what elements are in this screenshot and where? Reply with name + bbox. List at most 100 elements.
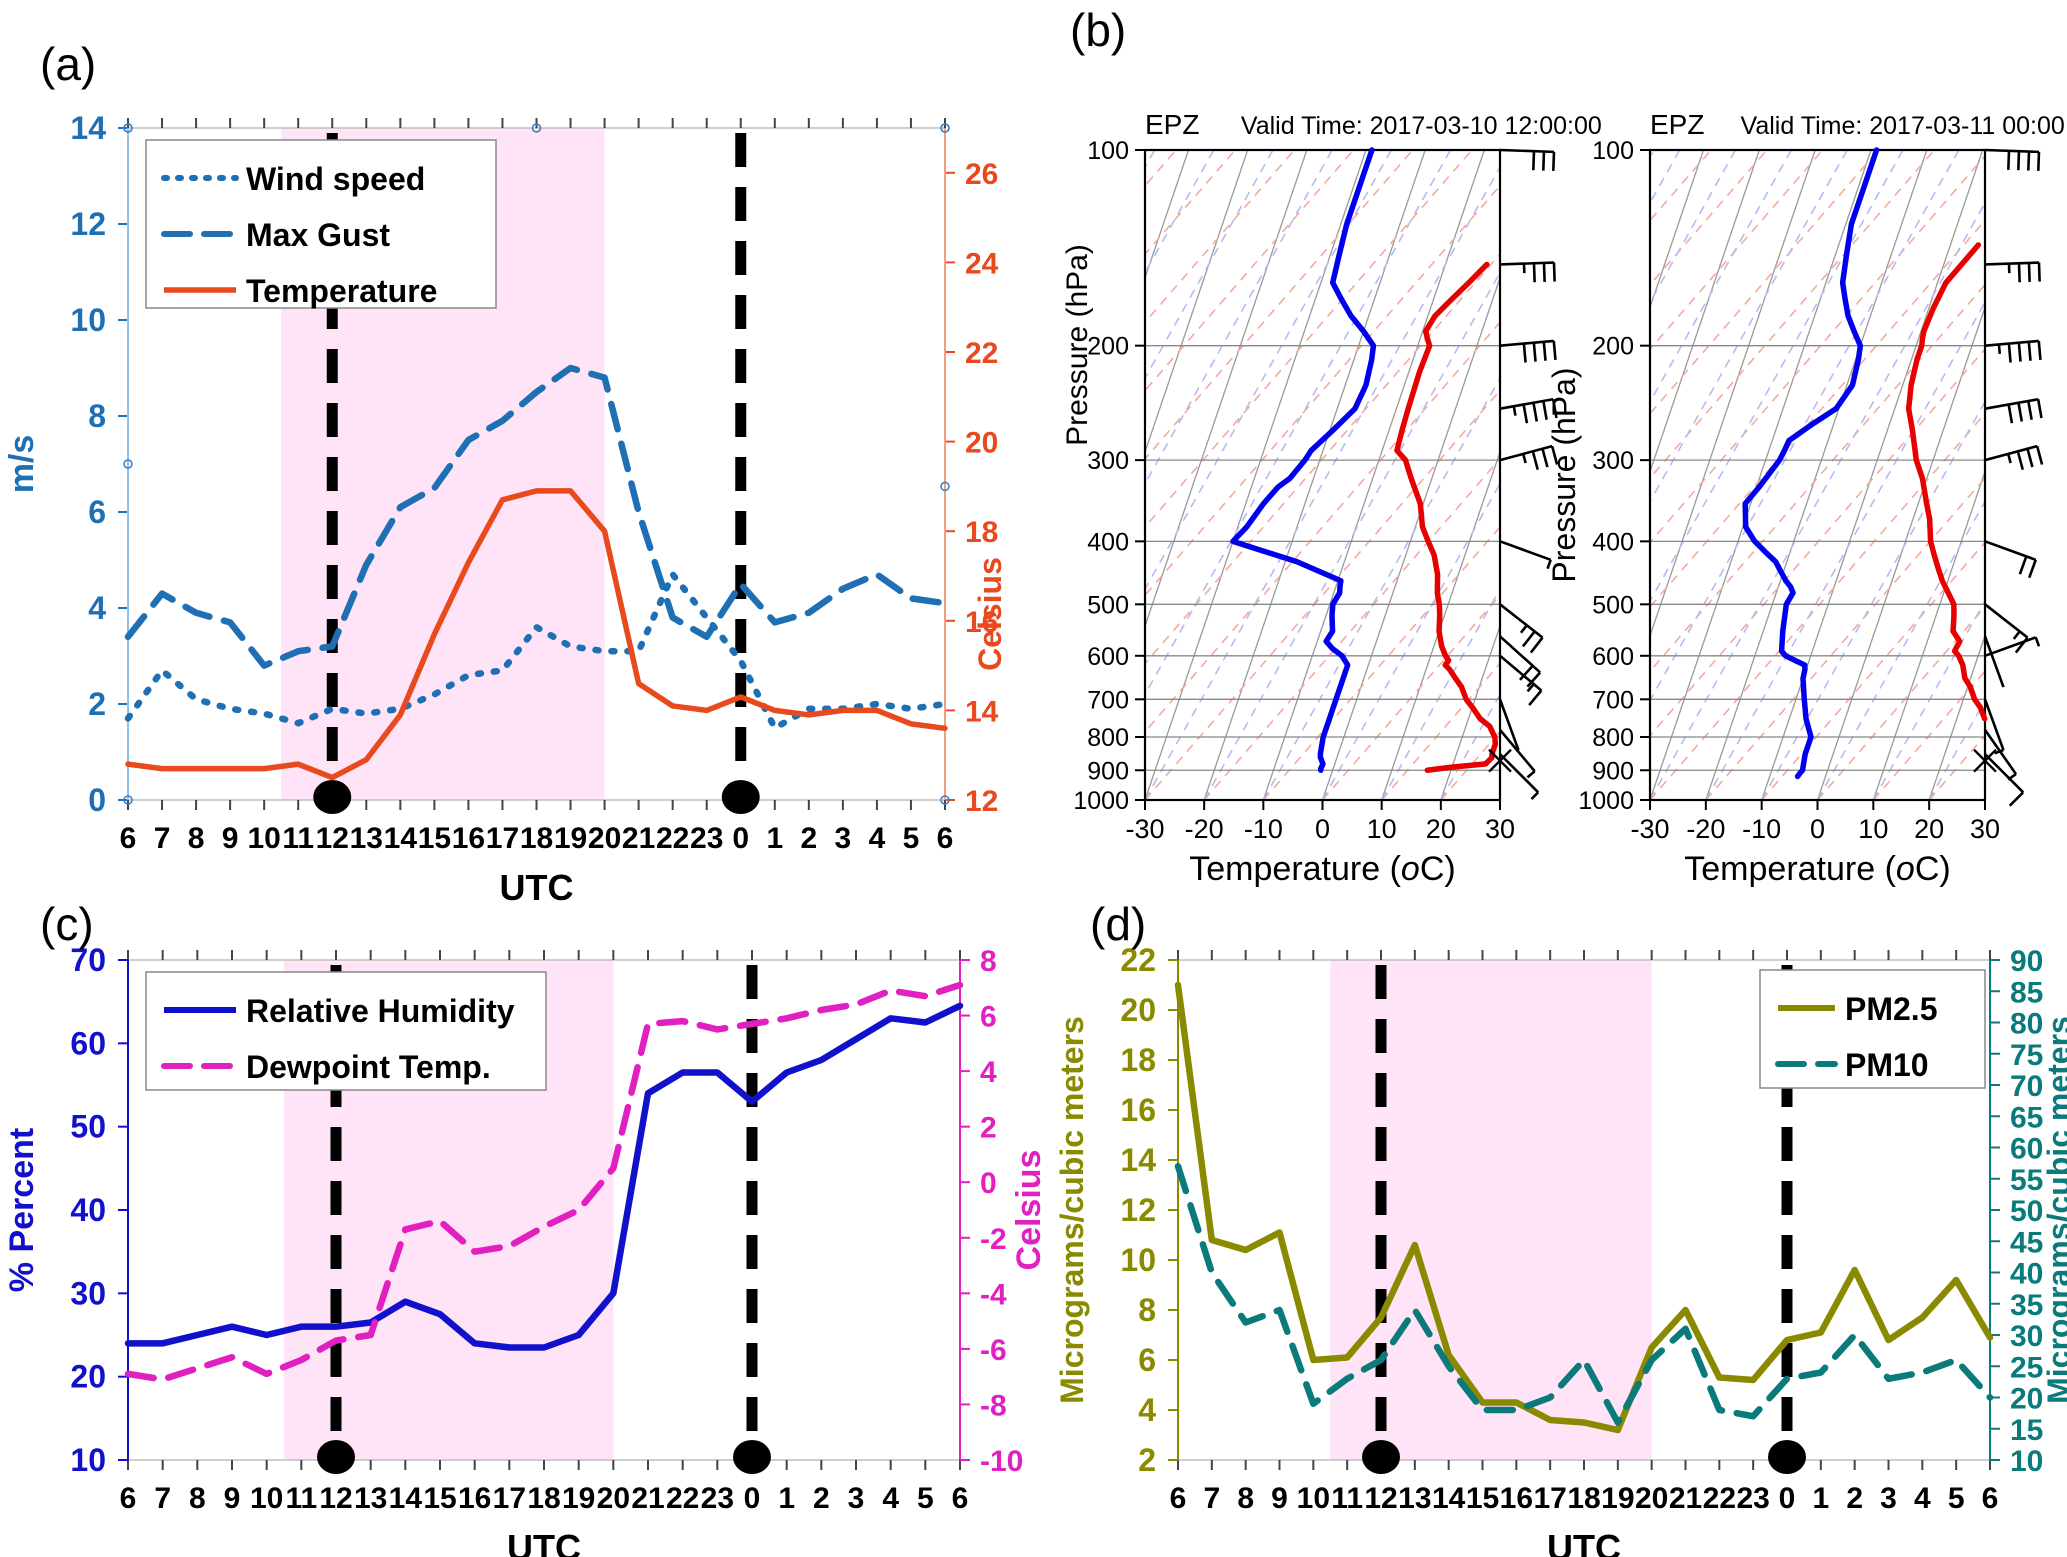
svg-text:300: 300 [1087, 447, 1129, 475]
svg-text:20: 20 [1120, 992, 1156, 1028]
svg-text:20: 20 [597, 1482, 630, 1515]
svg-text:20: 20 [2010, 1383, 2043, 1416]
svg-text:90: 90 [2010, 945, 2043, 978]
svg-text:12: 12 [1120, 1192, 1156, 1228]
svg-text:75: 75 [2010, 1039, 2043, 1072]
svg-text:65: 65 [2010, 1101, 2043, 1134]
svg-text:(b): (b) [1070, 4, 1126, 56]
svg-text:Max Gust: Max Gust [246, 217, 390, 253]
svg-text:-4: -4 [980, 1278, 1007, 1311]
svg-text:23: 23 [690, 822, 723, 855]
svg-text:16: 16 [1120, 1092, 1156, 1128]
svg-text:19: 19 [554, 822, 587, 855]
svg-text:9: 9 [224, 1482, 241, 1515]
svg-text:PM2.5: PM2.5 [1845, 991, 1937, 1027]
svg-text:2: 2 [980, 1112, 997, 1145]
svg-text:10: 10 [1367, 814, 1397, 844]
svg-text:8: 8 [189, 1482, 206, 1515]
svg-text:600: 600 [1087, 643, 1129, 671]
svg-text:Wind speed: Wind speed [246, 161, 425, 197]
svg-text:12: 12 [70, 206, 106, 242]
svg-text:6: 6 [1982, 1482, 1999, 1515]
svg-text:10: 10 [70, 1442, 106, 1478]
svg-text:12: 12 [316, 822, 349, 855]
svg-text:400: 400 [1087, 528, 1129, 556]
svg-text:19: 19 [562, 1482, 595, 1515]
svg-text:16: 16 [452, 822, 485, 855]
svg-text:-6: -6 [980, 1334, 1007, 1367]
svg-text:UTC: UTC [507, 1527, 581, 1557]
svg-text:-8: -8 [980, 1389, 1007, 1422]
svg-text:19: 19 [1601, 1482, 1634, 1515]
svg-text:0: 0 [1810, 814, 1825, 844]
svg-text:0: 0 [744, 1482, 761, 1515]
svg-text:-30: -30 [1630, 814, 1669, 844]
svg-text:18: 18 [520, 822, 553, 855]
svg-text:7: 7 [154, 1482, 171, 1515]
svg-text:2: 2 [1138, 1442, 1156, 1478]
svg-text:3: 3 [848, 1482, 865, 1515]
svg-text:15: 15 [418, 822, 451, 855]
svg-text:30: 30 [70, 1275, 106, 1311]
svg-text:10: 10 [1858, 814, 1888, 844]
svg-text:45: 45 [2010, 1226, 2043, 1259]
svg-text:1000: 1000 [1073, 787, 1129, 815]
svg-text:Relative Humidity: Relative Humidity [246, 993, 515, 1029]
svg-text:700: 700 [1592, 686, 1634, 714]
svg-text:3: 3 [835, 822, 852, 855]
svg-text:6: 6 [980, 1001, 997, 1034]
svg-text:11: 11 [1331, 1482, 1363, 1515]
svg-text:50: 50 [70, 1109, 106, 1145]
svg-text:4: 4 [88, 590, 106, 626]
svg-text:22: 22 [666, 1482, 699, 1515]
svg-text:Valid Time: 2017-03-10 12:00:0: Valid Time: 2017-03-10 12:00:00 [1241, 112, 1602, 140]
svg-text:18: 18 [1567, 1482, 1600, 1515]
svg-text:Pressure (hPa): Pressure (hPa) [1546, 367, 1582, 582]
svg-text:40: 40 [2010, 1258, 2043, 1291]
svg-text:8: 8 [1138, 1292, 1156, 1328]
svg-text:18: 18 [1120, 1042, 1156, 1078]
svg-text:30: 30 [2010, 1320, 2043, 1353]
svg-text:8: 8 [1237, 1482, 1254, 1515]
svg-text:20: 20 [1914, 814, 1944, 844]
svg-text:22: 22 [656, 822, 689, 855]
svg-text:-20: -20 [1185, 814, 1224, 844]
svg-text:20: 20 [588, 822, 621, 855]
svg-text:8: 8 [88, 398, 106, 434]
svg-text:18: 18 [965, 516, 998, 549]
svg-text:Temperature (oC): Temperature (oC) [1189, 850, 1455, 888]
svg-text:-20: -20 [1686, 814, 1725, 844]
svg-text:35: 35 [2010, 1289, 2043, 1322]
svg-text:12: 12 [319, 1482, 352, 1515]
svg-text:2: 2 [88, 686, 106, 722]
svg-text:900: 900 [1087, 757, 1129, 785]
svg-text:30: 30 [1970, 814, 2000, 844]
svg-text:Temperature (oC): Temperature (oC) [1684, 850, 1950, 888]
svg-text:10: 10 [1120, 1242, 1156, 1278]
svg-text:Micrograms/cubic meters: Micrograms/cubic meters [2041, 1016, 2067, 1404]
svg-text:(d): (d) [1090, 898, 1146, 950]
svg-text:22: 22 [1703, 1482, 1736, 1515]
svg-text:5: 5 [903, 822, 920, 855]
svg-text:20: 20 [70, 1359, 106, 1395]
svg-text:13: 13 [350, 822, 383, 855]
svg-text:200: 200 [1592, 333, 1634, 361]
svg-text:% Percent: % Percent [3, 1128, 41, 1292]
svg-text:4: 4 [882, 1482, 899, 1515]
svg-text:0: 0 [1779, 1482, 1796, 1515]
svg-text:14: 14 [1120, 1142, 1156, 1178]
svg-text:14: 14 [70, 110, 106, 146]
svg-text:6: 6 [937, 822, 954, 855]
svg-text:25: 25 [2010, 1351, 2043, 1384]
svg-text:1: 1 [766, 822, 783, 855]
svg-text:11: 11 [285, 1482, 317, 1515]
svg-text:1: 1 [1812, 1482, 1829, 1515]
svg-text:6: 6 [88, 494, 106, 530]
svg-text:13: 13 [354, 1482, 387, 1515]
svg-text:0: 0 [1315, 814, 1330, 844]
svg-text:21: 21 [631, 1482, 664, 1515]
svg-text:m/s: m/s [3, 435, 41, 494]
svg-text:EPZ: EPZ [1145, 109, 1199, 140]
svg-text:Dewpoint Temp.: Dewpoint Temp. [246, 1049, 491, 1085]
svg-text:23: 23 [701, 1482, 734, 1515]
